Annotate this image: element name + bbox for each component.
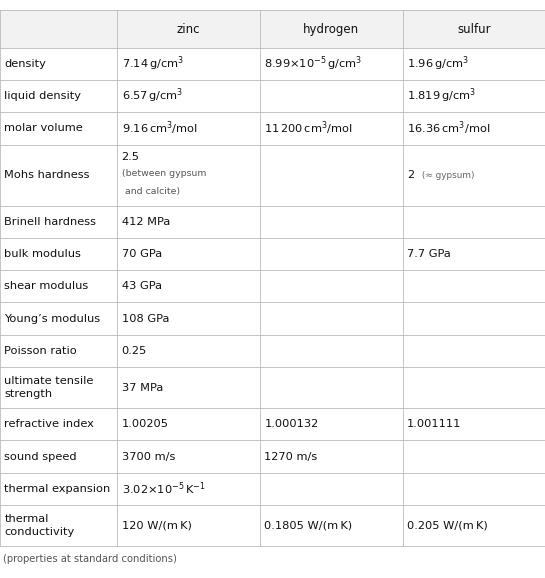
Bar bbox=[0, 112, 545, 144]
Text: $6.57\,\mathrm{g/cm^3}$: $6.57\,\mathrm{g/cm^3}$ bbox=[122, 87, 183, 105]
Text: $11\,200\,\mathrm{cm^3/mol}$: $11\,200\,\mathrm{cm^3/mol}$ bbox=[264, 120, 353, 138]
Text: $9.16\,\mathrm{cm^3/mol}$: $9.16\,\mathrm{cm^3/mol}$ bbox=[122, 120, 198, 138]
Text: $16.36\,\mathrm{cm^3/mol}$: $16.36\,\mathrm{cm^3/mol}$ bbox=[407, 120, 490, 138]
Bar bbox=[0, 10, 545, 48]
Text: (properties at standard conditions): (properties at standard conditions) bbox=[3, 554, 177, 564]
Bar bbox=[0, 238, 545, 270]
Text: 0.205 W/(m K): 0.205 W/(m K) bbox=[407, 521, 488, 531]
Text: molar volume: molar volume bbox=[4, 124, 83, 134]
Text: 108 GPa: 108 GPa bbox=[122, 314, 169, 324]
Text: $8.99{\times}10^{-5}\,\mathrm{g/cm^3}$: $8.99{\times}10^{-5}\,\mathrm{g/cm^3}$ bbox=[264, 54, 362, 73]
Bar bbox=[0, 408, 545, 440]
Text: thermal expansion: thermal expansion bbox=[4, 484, 111, 494]
Bar bbox=[0, 206, 545, 238]
Text: 120 W/(m K): 120 W/(m K) bbox=[122, 521, 191, 531]
Text: 1270 m/s: 1270 m/s bbox=[264, 451, 318, 462]
Text: sound speed: sound speed bbox=[4, 451, 77, 462]
Text: and calcite): and calcite) bbox=[122, 187, 180, 196]
Text: $1.96\,\mathrm{g/cm^3}$: $1.96\,\mathrm{g/cm^3}$ bbox=[407, 54, 469, 73]
Text: hydrogen: hydrogen bbox=[304, 23, 359, 36]
Text: 70 GPa: 70 GPa bbox=[122, 249, 162, 259]
Text: 3700 m/s: 3700 m/s bbox=[122, 451, 175, 462]
Text: bulk modulus: bulk modulus bbox=[4, 249, 81, 259]
Bar bbox=[0, 505, 545, 546]
Text: 1.00205: 1.00205 bbox=[122, 419, 168, 429]
Bar bbox=[0, 367, 545, 408]
Bar bbox=[0, 80, 545, 112]
Text: $1.819\,\mathrm{g/cm^3}$: $1.819\,\mathrm{g/cm^3}$ bbox=[407, 87, 476, 105]
Bar bbox=[0, 335, 545, 367]
Bar bbox=[0, 473, 545, 505]
Text: Brinell hardness: Brinell hardness bbox=[4, 217, 96, 227]
Text: Young’s modulus: Young’s modulus bbox=[4, 314, 100, 324]
Text: thermal
conductivity: thermal conductivity bbox=[4, 514, 75, 537]
Text: 1.000132: 1.000132 bbox=[264, 419, 319, 429]
Text: shear modulus: shear modulus bbox=[4, 281, 89, 291]
Text: refractive index: refractive index bbox=[4, 419, 94, 429]
Text: sulfur: sulfur bbox=[457, 23, 490, 36]
Text: 0.25: 0.25 bbox=[122, 346, 147, 356]
Text: liquid density: liquid density bbox=[4, 91, 81, 101]
Text: 1.001111: 1.001111 bbox=[407, 419, 462, 429]
Text: density: density bbox=[4, 59, 46, 69]
Text: 37 MPa: 37 MPa bbox=[122, 383, 163, 392]
Text: Mohs hardness: Mohs hardness bbox=[4, 170, 90, 180]
Text: $7.14\,\mathrm{g/cm^3}$: $7.14\,\mathrm{g/cm^3}$ bbox=[122, 54, 184, 73]
Text: (≈ gypsum): (≈ gypsum) bbox=[419, 171, 475, 180]
Text: 2: 2 bbox=[407, 170, 414, 180]
Text: 43 GPa: 43 GPa bbox=[122, 281, 161, 291]
Text: $3.02{\times}10^{-5}\,\mathrm{K^{-1}}$: $3.02{\times}10^{-5}\,\mathrm{K^{-1}}$ bbox=[122, 481, 205, 497]
Bar bbox=[0, 144, 545, 206]
Text: zinc: zinc bbox=[177, 23, 201, 36]
Text: 412 MPa: 412 MPa bbox=[122, 217, 170, 227]
Text: 0.1805 W/(m K): 0.1805 W/(m K) bbox=[264, 521, 353, 531]
Text: 2.5: 2.5 bbox=[122, 152, 140, 162]
Bar bbox=[0, 270, 545, 302]
Text: Poisson ratio: Poisson ratio bbox=[4, 346, 77, 356]
Bar bbox=[0, 440, 545, 473]
Bar bbox=[0, 302, 545, 335]
Text: 7.7 GPa: 7.7 GPa bbox=[407, 249, 451, 259]
Bar bbox=[0, 48, 545, 80]
Text: (between gypsum: (between gypsum bbox=[122, 169, 206, 179]
Text: ultimate tensile
strength: ultimate tensile strength bbox=[4, 376, 94, 399]
